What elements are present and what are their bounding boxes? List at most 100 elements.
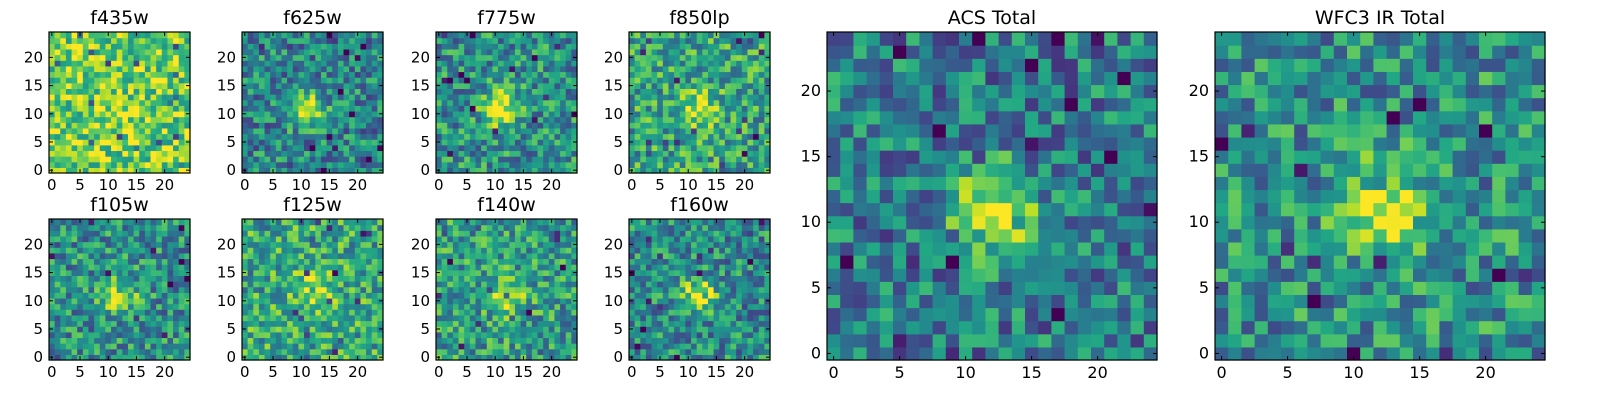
heatmap-cell: [281, 275, 288, 282]
heatmap-cell: [150, 292, 157, 299]
heatmap-cell: [758, 116, 765, 123]
heatmap-cell: [156, 156, 163, 163]
heatmap-cell: [730, 105, 737, 112]
heatmap-cell: [65, 127, 73, 135]
heatmap-cell: [99, 241, 106, 248]
heatmap-cell: [150, 77, 157, 84]
heatmap-cell: [498, 331, 505, 339]
heatmap-cell: [492, 281, 499, 288]
heatmap-cell: [537, 241, 544, 248]
heatmap-cell: [122, 37, 129, 44]
heatmap-cell: [486, 297, 493, 305]
heatmap-cell: [736, 105, 743, 112]
heatmap-cell: [127, 326, 135, 333]
heatmap-cell: [122, 77, 129, 84]
heatmap-cell: [161, 99, 169, 106]
heatmap-cell: [537, 54, 544, 61]
heatmap-cell: [54, 320, 61, 327]
heatmap-cell: [554, 37, 561, 44]
heatmap-cell: [247, 320, 254, 327]
heatmap-cell: [242, 94, 249, 101]
heatmap-cell: [150, 354, 157, 361]
heatmap-cell: [173, 343, 180, 350]
heatmap-cell: [111, 60, 118, 67]
heatmap-cell: [657, 320, 664, 327]
heatmap-cell: [139, 286, 146, 293]
heatmap-cell: [707, 337, 715, 344]
heatmap-cell: [167, 82, 174, 89]
heatmap-cell: [167, 286, 174, 293]
heatmap-cell: [242, 320, 249, 327]
heatmap-cell: [139, 348, 146, 355]
heatmap-cell: [270, 156, 277, 163]
heatmap-cell: [99, 122, 106, 129]
heatmap-cell: [526, 275, 533, 282]
heatmap-cell: [531, 37, 539, 44]
heatmap-cell: [531, 292, 539, 299]
heatmap-cell: [326, 144, 333, 152]
heatmap-cell: [458, 167, 465, 174]
heatmap-cell: [458, 235, 465, 243]
heatmap-cell: [304, 230, 311, 237]
heatmap-cell: [657, 37, 664, 44]
heatmap-cell: [242, 258, 249, 265]
heatmap-cell: [360, 314, 367, 322]
heatmap-cell: [304, 37, 311, 44]
panel-title: f140w: [477, 194, 536, 216]
heatmap-cell: [747, 348, 754, 355]
heatmap-cell: [514, 281, 522, 288]
heatmap-cell: [320, 60, 328, 67]
heatmap-cell: [156, 224, 163, 231]
heatmap-cell: [173, 337, 180, 344]
heatmap-cell: [464, 343, 471, 350]
heatmap-cell: [377, 32, 384, 39]
heatmap-cell: [133, 99, 140, 106]
heatmap-cell: [657, 48, 664, 56]
heatmap-cell: [77, 314, 84, 322]
heatmap-cell: [492, 241, 499, 248]
heatmap-cell: [537, 230, 544, 237]
heatmap-cell: [150, 241, 157, 248]
heatmap-cell: [366, 320, 373, 327]
heatmap-cell: [526, 116, 533, 123]
heatmap-cell: [173, 303, 180, 310]
heatmap-cell: [758, 150, 765, 157]
heatmap-cell: [343, 326, 350, 333]
heatmap-cell: [320, 326, 328, 333]
heatmap-cell: [691, 37, 698, 44]
heatmap-cell: [139, 303, 146, 310]
heatmap-cell: [116, 326, 123, 333]
heatmap-cell: [173, 94, 180, 101]
heatmap-cell: [736, 331, 743, 339]
heatmap-cell: [127, 354, 135, 361]
heatmap-cell: [111, 150, 118, 157]
heatmap-cell: [679, 48, 686, 56]
heatmap-cell: [275, 37, 283, 44]
heatmap-cell: [161, 127, 169, 135]
heatmap-cell: [696, 48, 703, 56]
heatmap-cell: [156, 264, 163, 271]
heatmap-cell: [343, 235, 350, 243]
heatmap-cell: [65, 348, 73, 355]
heatmap-cell: [122, 252, 129, 260]
heatmap-cell: [565, 99, 572, 106]
heatmap-cell: [49, 247, 56, 254]
heatmap-cell: [309, 110, 316, 118]
heatmap-cell: [99, 116, 106, 123]
heatmap-cell: [702, 156, 709, 163]
heatmap-cell: [736, 292, 743, 299]
heatmap-cell: [537, 269, 544, 276]
heatmap-cell: [337, 275, 345, 282]
heatmap-cell: [144, 247, 152, 254]
heatmap-cell: [509, 297, 516, 305]
heatmap-cell: [150, 224, 157, 231]
heatmap-cell: [640, 150, 647, 157]
heatmap-cell: [713, 110, 720, 118]
heatmap-cell: [719, 320, 726, 327]
heatmap-cell: [94, 167, 101, 174]
heatmap-cell: [696, 320, 703, 327]
heatmap-cell: [741, 161, 749, 168]
heatmap-cell: [702, 32, 709, 39]
heatmap-cell: [184, 43, 191, 50]
heatmap-cell: [337, 116, 345, 123]
